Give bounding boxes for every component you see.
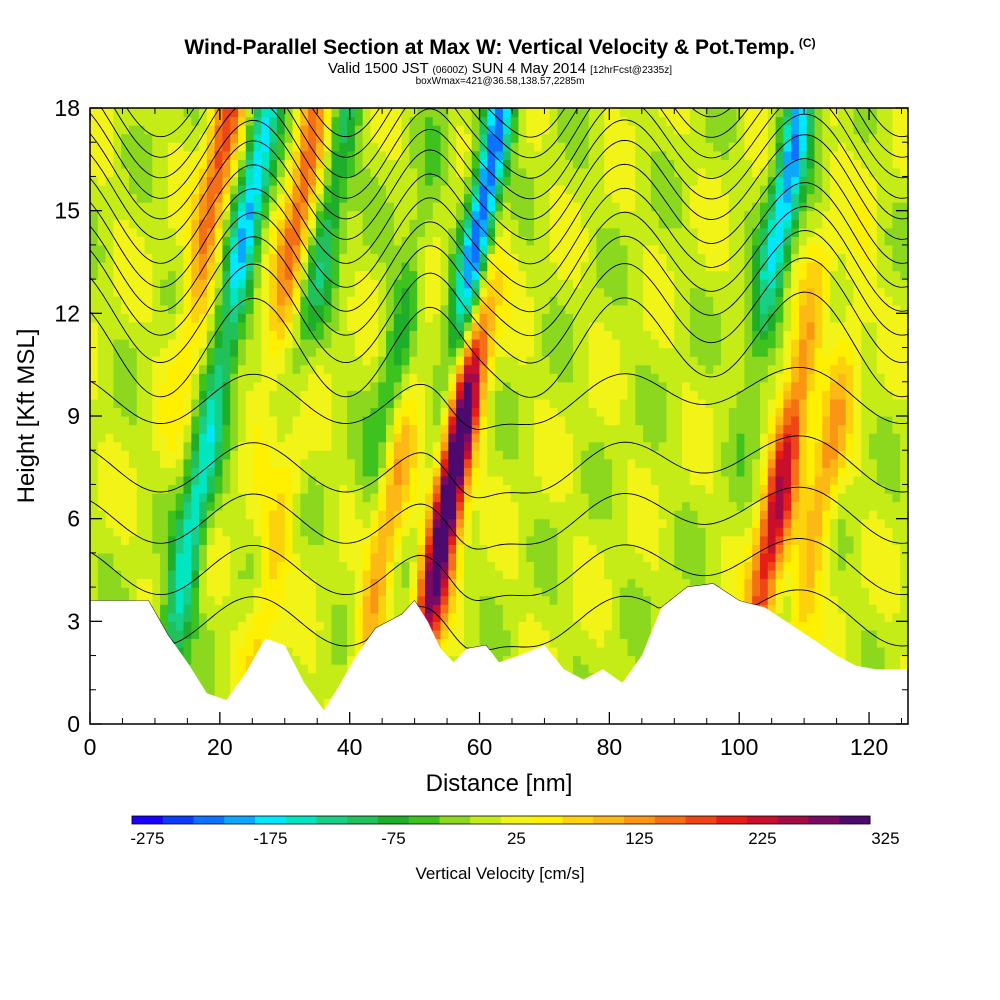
colorbar-swatch — [747, 816, 779, 824]
theta-contour — [90, 108, 908, 200]
theta-contour — [90, 583, 908, 651]
y-tick-label: 18 — [54, 95, 80, 121]
terrain-mask — [90, 583, 908, 724]
theta-contour — [100, 108, 908, 179]
x-tick-label: 0 — [84, 734, 97, 760]
x-axis-label: Distance [nm] — [426, 770, 573, 797]
theta-contour — [126, 108, 908, 138]
chart-title: Wind-Parallel Section at Max W: Vertical… — [184, 36, 816, 59]
theta-contour — [90, 113, 908, 220]
colorbar-swatch — [531, 816, 563, 824]
colorbar-swatch — [285, 816, 317, 824]
terrain-shape — [90, 583, 908, 724]
colorbar-swatch — [162, 816, 194, 824]
theta-contour — [113, 108, 908, 159]
theta-contour — [90, 230, 908, 337]
colorbar-swatch — [839, 816, 871, 824]
x-tick-label: 100 — [720, 734, 758, 760]
colorbar-swatch — [777, 816, 809, 824]
colorbar-swatch — [316, 816, 348, 824]
colorbar-swatch — [378, 816, 410, 824]
colorbar-swatch — [624, 816, 656, 824]
x-tick-label: 20 — [207, 734, 233, 760]
colorbar-swatch — [347, 816, 379, 824]
colorbar-swatch — [685, 816, 717, 824]
colorbar-tick-label: 125 — [625, 829, 653, 848]
colorbar-swatch — [808, 816, 840, 824]
theta-contour — [90, 366, 908, 430]
colorbar-swatch — [562, 816, 594, 824]
theta-contour — [90, 291, 908, 398]
colorbar-swatch — [132, 816, 164, 824]
colorbar-swatch — [470, 816, 502, 824]
colorbar-tick-label: -75 — [381, 829, 406, 848]
theta-contour — [90, 134, 908, 241]
x-axis: 0 20 40 60 80 100 120 — [84, 108, 903, 760]
colorbar-swatch — [716, 816, 748, 824]
y-tick-label: 6 — [67, 506, 80, 532]
colorbar-swatch — [408, 816, 440, 824]
colorbar-swatch — [193, 816, 225, 824]
colorbar-tick-label: -175 — [253, 829, 287, 848]
theta-contour — [90, 158, 908, 265]
theta-contour — [90, 182, 908, 289]
theta-contour — [90, 486, 908, 550]
y-tick-label: 0 — [67, 711, 80, 737]
colorbar-swatch — [255, 816, 287, 824]
x-tick-label: 80 — [597, 734, 623, 760]
theta-contour — [90, 257, 908, 364]
colorbar-tick-label: 325 — [871, 829, 899, 848]
colorbar-frame — [131, 815, 871, 825]
chart-subtitle: Valid 1500 JST (0600Z) SUN 4 May 2014 [1… — [328, 60, 672, 77]
colorbar-swatch — [224, 816, 256, 824]
colorbar-label: Vertical Velocity [cm/s] — [415, 864, 585, 883]
y-axis: 0 3 6 9 12 15 18 — [54, 95, 908, 737]
y-tick-label: 12 — [54, 300, 80, 326]
y-tick-label: 9 — [67, 403, 80, 429]
theta-contour — [90, 538, 908, 601]
colorbar-swatch — [654, 816, 686, 824]
y-tick-label: 15 — [54, 198, 80, 224]
x-tick-label: 40 — [337, 734, 363, 760]
y-axis-label: Height [Kft MSL] — [13, 329, 40, 504]
colorbar-swatch — [439, 816, 471, 824]
chart-subtitle-2: boxWmax=421@36.58,138.57,2285m — [415, 76, 585, 87]
potential-temperature-contours — [90, 108, 908, 651]
colorbar-swatch — [593, 816, 625, 824]
colorbar-tick-label: 225 — [748, 829, 776, 848]
colorbar-tick-label: 25 — [507, 829, 526, 848]
colorbar-swatch — [501, 816, 533, 824]
x-tick-label: 60 — [467, 734, 493, 760]
colorbar: -275 -175 -75 25 125 225 325 — [130, 815, 900, 848]
theta-contour — [90, 435, 908, 499]
theta-contour — [90, 206, 908, 313]
colorbar-tick-label: -275 — [130, 829, 164, 848]
y-tick-label: 3 — [67, 608, 80, 634]
x-tick-label: 120 — [850, 734, 888, 760]
